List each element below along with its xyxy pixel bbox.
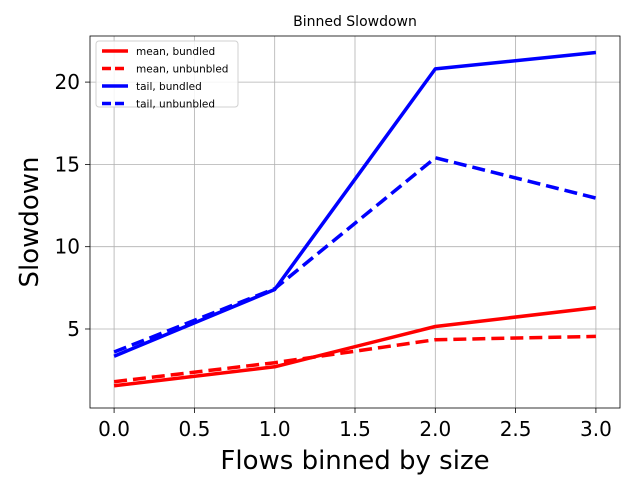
- axes: 0.0 0.5 1.0 1.5 2.0 2.5 3.0 5 10 15 20: [55, 35, 621, 441]
- y-tick-label: 10: [55, 235, 80, 259]
- y-tick-label: 15: [55, 152, 80, 176]
- legend: mean, bundled mean, unbunbled tail, bundle…: [95, 40, 239, 111]
- series-line-mean-bundled: [113, 305, 597, 388]
- legend-box: [95, 40, 239, 108]
- x-tick-label: 1.5: [339, 417, 371, 441]
- x-tick-label: 0.0: [98, 417, 130, 441]
- x-tick-label: 2.5: [500, 417, 532, 441]
- legend-label: mean, bundled: [136, 46, 215, 58]
- legend-label: tail, unbunbled: [136, 99, 215, 111]
- x-tick-label: 0.5: [178, 417, 210, 441]
- series-lines: [113, 50, 597, 388]
- x-tick-label: 1.0: [259, 417, 291, 441]
- y-tick-label: 20: [55, 70, 80, 94]
- y-axis-label: Slowdown: [15, 156, 45, 287]
- legend-label: mean, unbunbled: [136, 64, 228, 76]
- series-line-tail-bundled: [113, 50, 597, 358]
- x-tick-label: 2.0: [419, 417, 451, 441]
- x-tick-label: 3.0: [580, 417, 612, 441]
- series-line-mean-unbunbled: [113, 334, 596, 384]
- plot-frame: [89, 35, 621, 409]
- chart-title: Binned Slowdown: [293, 14, 417, 30]
- series-line-tail-unbunbled: [113, 156, 597, 354]
- y-tick-label: 5: [67, 317, 80, 341]
- x-axis-label: Flows binned by size: [220, 446, 489, 476]
- legend-label: tail, bundled: [136, 81, 202, 93]
